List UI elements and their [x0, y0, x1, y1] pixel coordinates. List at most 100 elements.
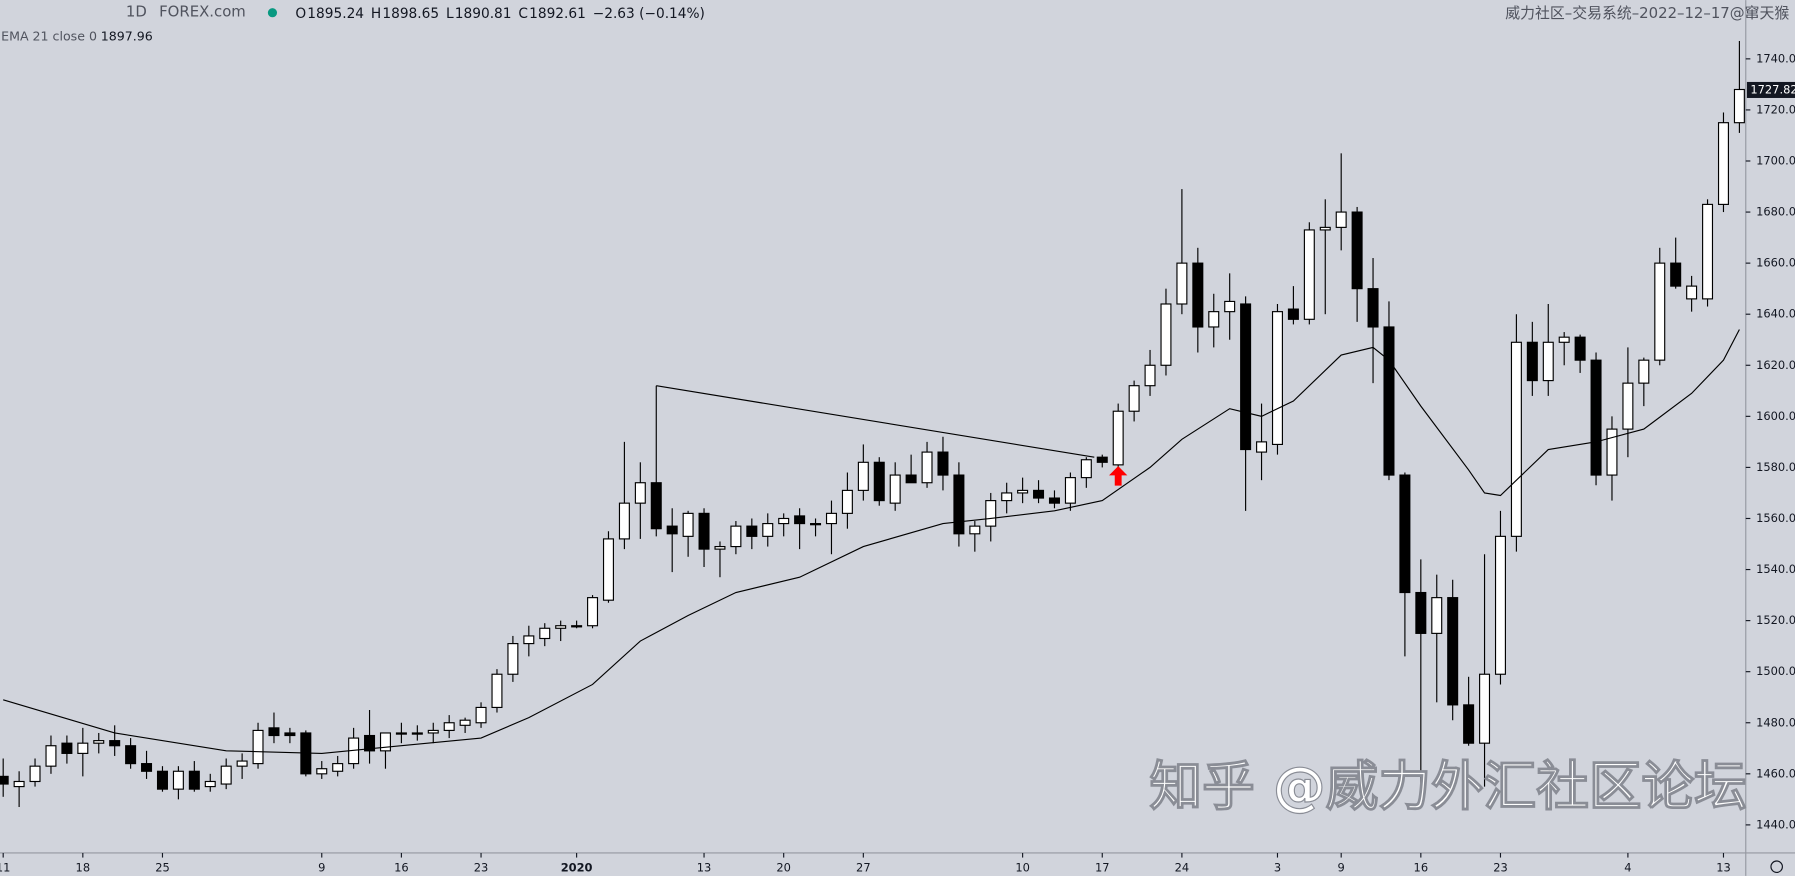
- candle-body: [1606, 428, 1618, 476]
- x-tick-label: 3: [1274, 860, 1281, 874]
- candle-body: [109, 740, 121, 747]
- candle-body: [634, 482, 646, 504]
- y-tick-label: 1480.00: [1756, 715, 1795, 729]
- y-tick-label: 1640.00: [1756, 307, 1795, 321]
- candle-body: [172, 770, 184, 790]
- candle-body: [1303, 229, 1315, 320]
- x-tick-label: 4: [1624, 860, 1631, 874]
- candle-body: [1686, 285, 1698, 300]
- y-tick-label: 1720.00: [1756, 102, 1795, 116]
- y-tick-label: 1700.00: [1756, 153, 1795, 167]
- y-tick-label: 1580.00: [1756, 460, 1795, 474]
- candle-body: [985, 500, 997, 527]
- y-tick-label: 1620.00: [1756, 358, 1795, 372]
- candle-body: [1064, 477, 1076, 504]
- x-tick-label: 16: [394, 860, 409, 874]
- candle-body: [1558, 336, 1570, 343]
- ohlc-readout: O 1895.24 H 1898.65 L 1890.81 C 1892.61 −2.63 (−…: [295, 6, 705, 22]
- candle-body: [969, 525, 981, 535]
- ohlc-value: 1895.24: [307, 6, 364, 22]
- candle-body: [1017, 489, 1029, 494]
- candle-body: [1176, 262, 1188, 305]
- y-tick-label: 1540.00: [1756, 562, 1795, 576]
- candle-body: [762, 523, 774, 537]
- candle-body: [395, 732, 407, 735]
- candle-body: [1479, 673, 1491, 744]
- candle-body: [1415, 591, 1427, 634]
- candle-body: [539, 627, 551, 640]
- watermark: 知乎 @威力外汇社区论坛: [1149, 757, 1746, 818]
- candle-body: [1128, 385, 1140, 412]
- source: FOREX.com: [159, 3, 246, 21]
- candle-body: [1208, 311, 1220, 328]
- y-tick-label: 1680.00: [1756, 205, 1795, 219]
- candle-body: [602, 538, 614, 601]
- candle-body: [141, 763, 153, 772]
- x-tick-label: 9: [318, 860, 325, 874]
- x-tick-label: 25: [155, 860, 170, 874]
- candle-body: [1287, 308, 1299, 320]
- candle-body: [316, 768, 328, 775]
- x-tick-label: 18: [76, 860, 91, 874]
- settings-icon[interactable]: [1770, 860, 1783, 874]
- y-tick-label: 1600.00: [1756, 409, 1795, 423]
- x-tick-label: 17: [1095, 860, 1110, 874]
- candle-body: [778, 517, 790, 525]
- candle-body: [1638, 359, 1650, 384]
- candle-body: [1383, 326, 1395, 476]
- candle-body: [953, 474, 965, 535]
- candle-body: [682, 512, 694, 537]
- x-tick-label: 16: [1414, 860, 1429, 874]
- credit: 威力社区–交易系统–2022–12–17@窜天猴: [1505, 4, 1789, 22]
- candle-body: [475, 706, 487, 724]
- candle-body: [698, 512, 710, 550]
- candle-body: [794, 515, 806, 525]
- candle-body: [284, 732, 296, 737]
- candle-body: [332, 763, 344, 772]
- settings-icon-ring[interactable]: [1770, 860, 1783, 874]
- x-tick-label: 27: [856, 860, 871, 874]
- interval: 1D: [126, 3, 147, 21]
- candle-body: [921, 451, 933, 484]
- candle-body: [1271, 311, 1283, 445]
- x-tick-label: 11: [0, 860, 10, 874]
- trendline: [656, 385, 1095, 458]
- candle-body: [29, 765, 41, 783]
- candle-body: [1033, 489, 1045, 499]
- x-tick-label: 13: [697, 860, 712, 874]
- candle-body: [1733, 88, 1745, 124]
- indicator-name: EMA 21 close 0: [1, 28, 97, 43]
- ohlc-label: O: [295, 6, 306, 22]
- y-tick-label: 1440.00: [1756, 817, 1795, 831]
- ohlc-label: C: [518, 6, 528, 22]
- status-dot: [267, 8, 278, 18]
- candle-body: [857, 461, 869, 491]
- ema-line: [3, 329, 1740, 754]
- candle-body: [236, 760, 248, 767]
- candle-body: [889, 474, 901, 504]
- candle-body: [1256, 441, 1268, 453]
- candle-body: [252, 729, 264, 765]
- candle-body: [571, 625, 583, 628]
- candle-body: [364, 734, 376, 752]
- y-tick-label: 1500.00: [1756, 664, 1795, 678]
- candle-body: [125, 745, 137, 765]
- x-tick-label: 20: [776, 860, 791, 874]
- candle-body: [1319, 226, 1331, 231]
- y-tick-label: 1520.00: [1756, 613, 1795, 627]
- candle-body: [1510, 341, 1522, 537]
- ohlc-label: L: [446, 6, 454, 22]
- candle-body: [714, 545, 726, 550]
- x-tick-label: 9: [1338, 860, 1345, 874]
- candle-body: [1367, 288, 1379, 328]
- candle-body: [1144, 364, 1156, 387]
- candle-body: [427, 729, 439, 734]
- candle-body: [1351, 211, 1363, 290]
- candle-body: [1112, 410, 1124, 466]
- candle-body: [77, 742, 89, 754]
- x-tick-label: 23: [1493, 860, 1508, 874]
- candle-body: [1048, 497, 1060, 504]
- ohlc-value: 1898.65: [382, 6, 439, 22]
